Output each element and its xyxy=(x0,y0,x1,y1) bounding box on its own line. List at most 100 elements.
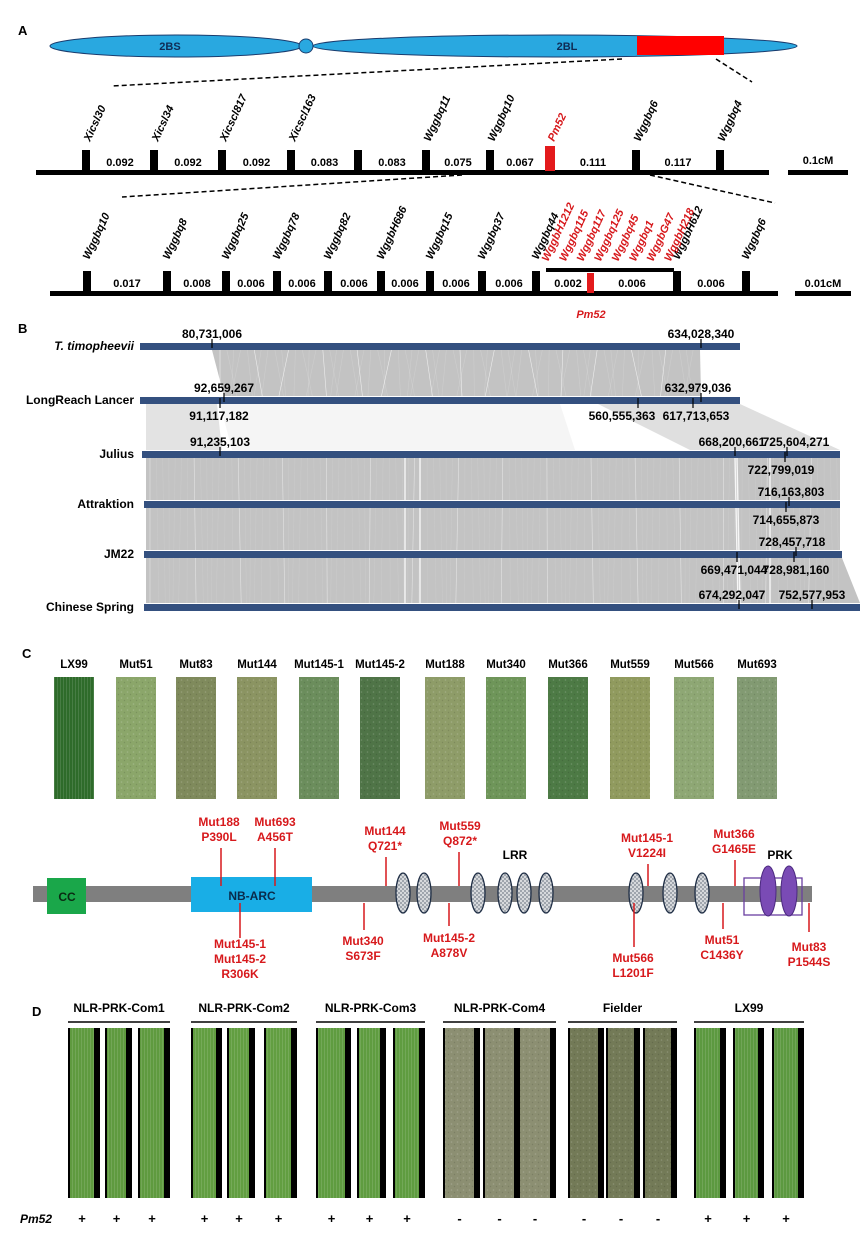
marker-tick xyxy=(83,271,91,292)
synteny-gap xyxy=(449,457,453,604)
synteny-gap xyxy=(658,349,669,397)
synteny-gap xyxy=(463,457,466,604)
gene-locus-pm52 xyxy=(545,146,555,171)
synteny-gap xyxy=(483,349,488,397)
leaf-texture xyxy=(608,1028,634,1198)
interval-distance: 0.111 xyxy=(580,157,606,169)
synteny-gap xyxy=(688,457,693,604)
mutation-change-label: Q872* xyxy=(443,834,477,848)
marker-tick xyxy=(742,271,750,292)
synteny-gap xyxy=(778,457,781,604)
synteny-gap xyxy=(603,349,613,397)
synteny-gap xyxy=(178,457,182,604)
marker-tick xyxy=(532,271,540,292)
position-label: 728,981,160 xyxy=(763,563,830,577)
interval-distance: 0.006 xyxy=(391,278,419,290)
mutation-line-label: Mut340 xyxy=(342,934,384,948)
synteny-gap xyxy=(646,457,648,604)
synteny-gap xyxy=(193,457,197,604)
genetic-map-1: Xicsl30 Xicsl34 Xicscl817 Xicscl163 Wggbq11 W… xyxy=(36,92,848,175)
marker-tick xyxy=(82,150,90,171)
short-arm-label: 2BS xyxy=(159,41,180,53)
marker-label: Wggbq6 xyxy=(632,98,662,143)
pm52-genotype: + xyxy=(403,1211,411,1226)
genome-track xyxy=(140,343,740,350)
synteny-gap xyxy=(441,349,447,397)
position-label: 728,457,718 xyxy=(759,535,826,549)
leaf-texture xyxy=(735,1028,758,1198)
synteny-gap xyxy=(439,457,443,604)
synteny-gap xyxy=(660,349,667,397)
mutation-line-label: Mut145-1 xyxy=(214,937,266,951)
position-label: 91,117,182 xyxy=(189,409,249,423)
synteny-gap xyxy=(736,457,741,604)
synteny-gap xyxy=(607,457,611,604)
pm52-genotype: - xyxy=(457,1211,461,1226)
synteny-gap xyxy=(560,349,564,397)
leaf-texture xyxy=(318,1028,345,1198)
interval-distance: 0.083 xyxy=(378,157,406,169)
synteny-gap xyxy=(684,349,694,397)
interval-distance: 0.117 xyxy=(665,157,692,169)
chromosome-long-arm xyxy=(312,34,798,58)
pm52-genotype: - xyxy=(533,1211,537,1226)
synteny-gap xyxy=(590,349,598,397)
synteny-gap xyxy=(253,349,262,397)
synteny-gap xyxy=(500,457,504,604)
panel-label-d: D xyxy=(32,1004,41,1019)
synteny-gap xyxy=(356,349,363,397)
synteny-gap xyxy=(354,349,365,397)
synteny-gap xyxy=(357,457,362,604)
synteny-gap xyxy=(471,457,474,604)
mutation-change-label: P390L xyxy=(201,830,236,844)
zoom-dash-left-1 xyxy=(111,58,623,87)
synteny-gap xyxy=(452,349,463,397)
genetic-map-2: Wggbq10 Wggbq8 Wggbq25 Wggbq78 Wggbq82 WggbH6… xyxy=(50,201,851,321)
interval-distance: 0.067 xyxy=(506,157,534,169)
synteny-gap xyxy=(226,349,238,397)
synteny-gap xyxy=(678,457,682,604)
marker-label: Wggbq10 xyxy=(81,211,113,262)
lrr-repeat xyxy=(416,872,432,914)
marker-tick xyxy=(422,150,430,171)
synteny-gap xyxy=(603,457,605,604)
mutation-line-label: Mut145-2 xyxy=(214,952,266,966)
position-label: 674,292,047 xyxy=(699,588,766,602)
complementation-leaves: NLR-PRK-Com1 + + + NLR-PRK-Com2 + + + NLR-PRK-Co… xyxy=(68,1001,804,1226)
synteny-gap xyxy=(305,349,317,397)
synteny-gap xyxy=(741,457,743,604)
interval-distance: 0.006 xyxy=(237,278,265,290)
gene-locus-pm52 xyxy=(587,273,594,293)
synteny-gap xyxy=(798,457,802,604)
scale-label-2: 0.01cM xyxy=(805,278,842,290)
synteny-gap xyxy=(282,457,286,604)
mutation-line-label: Mut366 xyxy=(713,827,755,841)
panel-label-c: C xyxy=(22,646,32,661)
leaf-texture xyxy=(520,1028,550,1198)
marker-tick xyxy=(486,150,494,171)
synteny-gap xyxy=(515,457,519,604)
scale-bar-1 xyxy=(788,170,848,175)
lrr-repeat xyxy=(497,872,513,914)
synteny-gap xyxy=(247,349,253,397)
synteny-gap xyxy=(546,457,548,604)
mutant-line-label: Mut559 xyxy=(610,659,650,671)
synteny-gap xyxy=(456,349,468,397)
synteny-gap xyxy=(786,457,788,604)
synteny-gap xyxy=(410,349,420,397)
marker-label: Wggbq8 xyxy=(161,216,191,261)
interval-distance: 0.092 xyxy=(243,157,271,169)
synteny-gap xyxy=(425,349,433,397)
synteny-gap xyxy=(319,457,324,604)
synteny-gap xyxy=(389,457,391,604)
marker-tick xyxy=(377,271,385,292)
synteny-gap xyxy=(538,457,541,604)
synteny-gap xyxy=(411,457,415,604)
position-label: 617,713,653 xyxy=(663,409,730,423)
synteny-gap xyxy=(351,457,354,604)
position-label: 752,577,953 xyxy=(779,588,846,602)
genome-name: JM22 xyxy=(104,547,134,561)
pm52-genotype: + xyxy=(782,1211,790,1226)
marker-label: Xicsl30 xyxy=(81,103,109,144)
long-arm-label: 2BL xyxy=(557,41,578,53)
